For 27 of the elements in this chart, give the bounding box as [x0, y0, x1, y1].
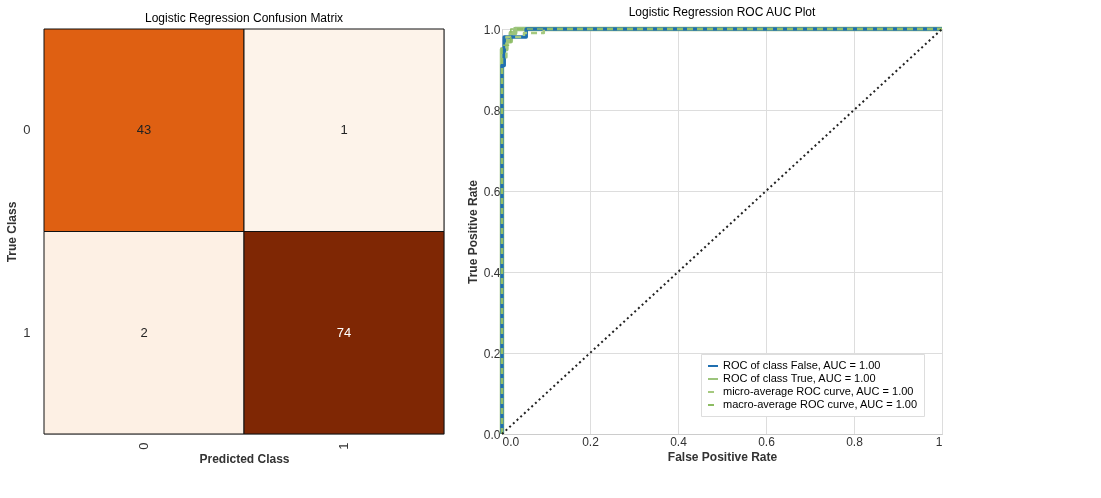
- data-label: 2: [140, 324, 148, 340]
- chart-title: Logistic Regression Confusion Matrix: [144, 10, 344, 25]
- x-tick-label: 0.0: [502, 434, 520, 449]
- data-label: 1: [340, 122, 348, 138]
- x-tick-label: 0.6: [758, 434, 776, 449]
- legend-label: ROC of class True, AUC = 1.00: [723, 372, 876, 384]
- y-axis-title: True Class: [5, 201, 20, 263]
- legend-label: micro-average ROC curve, AUC = 1.00: [723, 385, 914, 397]
- x-tick-label: 0.4: [670, 434, 688, 449]
- y-tick-label: 0.8: [483, 103, 501, 118]
- x-tick-label: 1: [336, 442, 351, 450]
- y-tick-label: 0.4: [483, 265, 501, 280]
- data-label: 43: [136, 122, 152, 138]
- legend-label: ROC of class False, AUC = 1.00: [723, 359, 881, 371]
- y-tick-label: 0.2: [483, 346, 501, 361]
- x-tick-label: 1: [935, 434, 943, 449]
- y-tick-label: 1.0: [483, 22, 501, 37]
- x-tick-label: 0.2: [582, 434, 600, 449]
- y-tick-label: 0.6: [483, 184, 501, 199]
- data-label: 74: [336, 324, 352, 340]
- y-axis-title: True Positive Rate: [465, 179, 480, 285]
- x-axis-title: False Positive Rate: [667, 449, 778, 464]
- legend-label: macro-average ROC curve, AUC = 1.00: [723, 398, 918, 410]
- chart-title: Logistic Regression ROC AUC Plot: [628, 5, 817, 19]
- x-tick-label: 0.8: [846, 434, 864, 449]
- x-axis-title: Predicted Class: [199, 451, 290, 466]
- x-tick-label: 0: [136, 442, 151, 450]
